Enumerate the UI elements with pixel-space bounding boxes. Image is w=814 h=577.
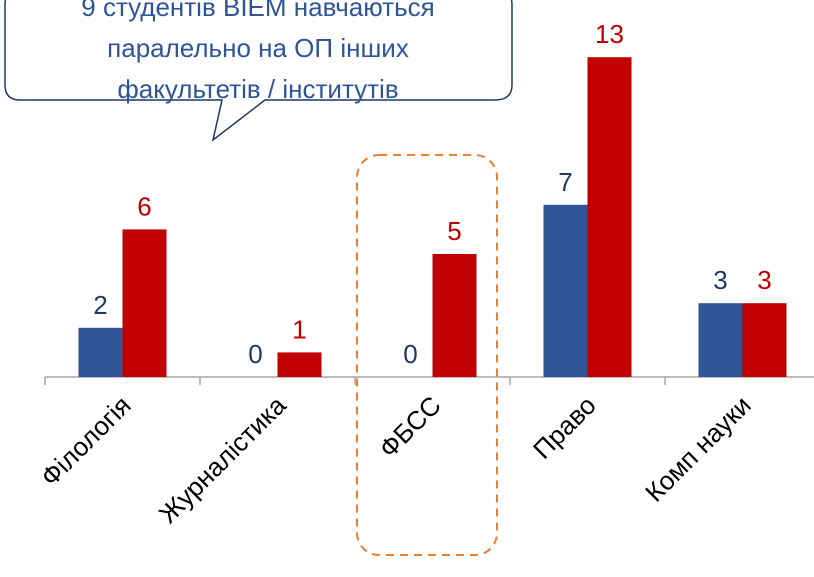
x-tick-label: Журналістика <box>153 390 292 529</box>
bar <box>277 352 322 377</box>
x-tick-label: ФБСС <box>373 390 447 464</box>
value-label: 2 <box>93 290 107 320</box>
value-label: 3 <box>713 265 727 295</box>
bar <box>432 254 477 377</box>
bar <box>543 204 588 377</box>
value-label: 7 <box>558 167 572 197</box>
bar <box>742 303 787 377</box>
value-label: 5 <box>447 216 461 246</box>
callout-text: 9 студентів ВІЕМ навчаються <box>81 0 434 22</box>
value-label: 0 <box>403 339 417 369</box>
value-label: 0 <box>248 339 262 369</box>
x-tick-label: Філологія <box>35 390 137 492</box>
callout-text: паралельно на ОП інших <box>107 33 409 63</box>
value-label: 3 <box>757 265 771 295</box>
x-tick-label: Комп науки <box>639 390 757 508</box>
value-label: 1 <box>292 314 306 344</box>
bar <box>698 303 743 377</box>
bar <box>122 229 167 377</box>
highlight-box <box>356 154 498 556</box>
value-label: 13 <box>595 19 624 49</box>
callout-text: факультетів / інститутів <box>117 74 398 104</box>
value-label: 6 <box>137 191 151 221</box>
bar <box>587 57 632 377</box>
x-tick-label: Право <box>527 390 602 465</box>
bar <box>78 327 123 377</box>
callout <box>4 0 513 142</box>
